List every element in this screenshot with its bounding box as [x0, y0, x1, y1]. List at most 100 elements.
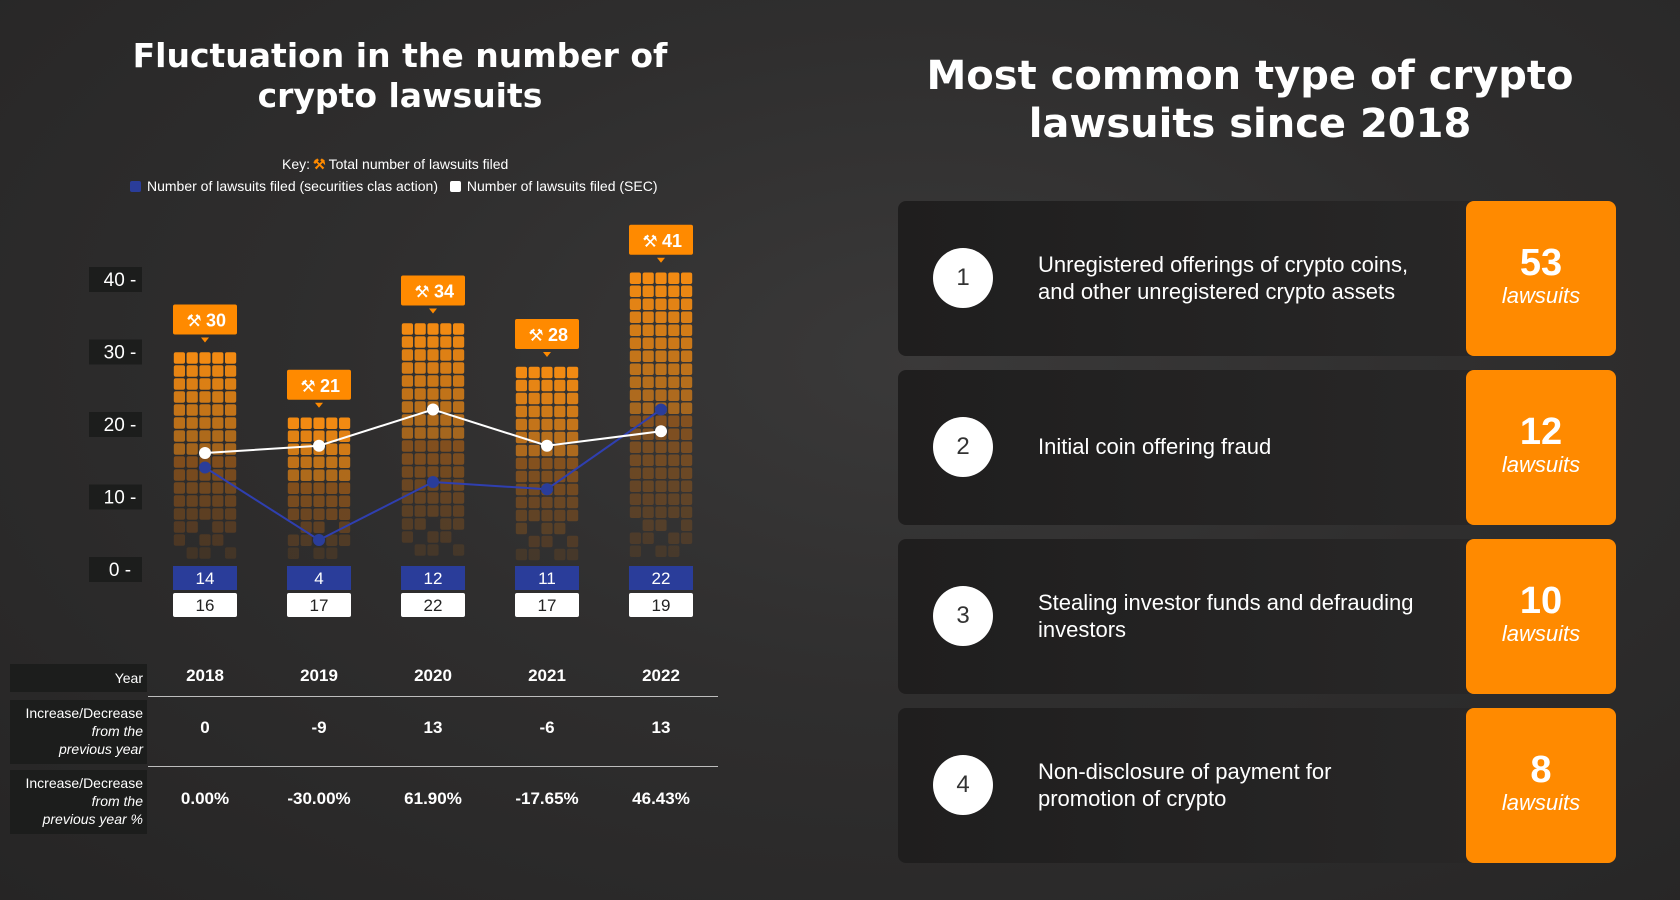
change-cell: 13	[651, 718, 671, 737]
bar-cell	[642, 324, 654, 336]
bar-cell	[642, 493, 654, 505]
bar-cell	[681, 272, 693, 284]
bar-cell	[326, 534, 338, 546]
lawsuit-type-text: Initial coin offering fraud	[1038, 433, 1448, 460]
bar-cell	[300, 417, 312, 429]
bar-cell	[655, 389, 667, 401]
bar-cell	[225, 417, 237, 429]
lawsuit-type-line1: Stealing investor funds and defrauding	[1038, 590, 1414, 615]
gavel-icon: ⚒	[642, 232, 657, 252]
bar-cell	[668, 493, 680, 505]
bar-cell	[453, 427, 465, 439]
bar-cell	[427, 466, 439, 478]
bar-cell	[225, 495, 237, 507]
bar-cell	[541, 496, 553, 509]
bar-cell	[401, 518, 413, 530]
bar-cell	[186, 365, 198, 377]
securities-value-label: 22	[652, 569, 671, 588]
sec-value-box	[629, 593, 693, 617]
bar-cell	[681, 415, 693, 427]
bar-cell	[515, 405, 527, 418]
pct-label-line1: Increase/Decrease	[25, 775, 143, 791]
change-label-line2: from the	[91, 723, 143, 739]
bar-cell	[326, 417, 338, 429]
bar-cell	[427, 492, 439, 504]
callout-box	[173, 304, 237, 335]
legend-sec-label: Number of lawsuits filed (SEC)	[466, 178, 658, 194]
bar-cell	[440, 505, 452, 517]
bar-cell	[567, 366, 579, 379]
lawsuit-type-line1: Non-disclosure of payment for	[1038, 759, 1332, 784]
gavel-icon: ⚒	[186, 312, 201, 332]
bar-cell	[212, 378, 224, 390]
bar-cell	[528, 366, 540, 379]
bar-cell	[642, 428, 654, 440]
bar-cell	[199, 365, 211, 377]
bar-cell	[668, 402, 680, 414]
callout-pointer	[315, 402, 323, 408]
bar-cell	[401, 531, 413, 543]
bar-cell	[515, 444, 527, 457]
bar-cell	[173, 456, 185, 468]
bar-cell	[668, 376, 680, 388]
bar-cell	[567, 535, 579, 548]
bar-cell	[541, 366, 553, 379]
bar-cell	[414, 466, 426, 478]
bar-cell	[173, 534, 185, 546]
lawsuit-count-badge: 12 lawsuits	[1466, 370, 1616, 525]
bar-cell	[528, 535, 540, 548]
bar-cell	[212, 482, 224, 494]
bar-cell	[629, 337, 641, 349]
bar-cell	[642, 467, 654, 479]
bar-cell	[186, 443, 198, 455]
bar-cell	[440, 427, 452, 439]
bar-cell	[414, 440, 426, 452]
y-tick-label: 0 -	[109, 560, 131, 581]
gavel-icon: ⚒	[528, 326, 543, 346]
legend-blue-swatch	[130, 181, 141, 192]
bar-cell	[629, 402, 641, 414]
bar-cell	[401, 492, 413, 504]
lawsuit-count-badge: 8 lawsuits	[1466, 708, 1616, 863]
bar-cell	[326, 482, 338, 494]
bar-cell	[642, 519, 654, 531]
lawsuit-type-line2: and other unregistered crypto assets	[1038, 279, 1396, 304]
bar-cell	[401, 427, 413, 439]
y-tick-label: 10 -	[104, 488, 137, 509]
lawsuit-type-line2: investors	[1038, 617, 1127, 642]
bar-cell	[629, 480, 641, 492]
bar-cell	[528, 444, 540, 457]
total-value-label: 41	[662, 231, 682, 251]
sec-value-label: 17	[310, 596, 329, 615]
bar-cell	[567, 548, 579, 561]
bar-cell	[414, 414, 426, 426]
lawsuit-count: 12	[1519, 411, 1563, 453]
bar-cell	[453, 336, 465, 348]
lawsuit-type-card: 4 Non-disclosure of payment for promotio…	[898, 708, 1616, 863]
bar-cell	[554, 444, 566, 457]
y-tick-box	[89, 484, 142, 510]
bar-cell	[528, 548, 540, 561]
total-value-label: 34	[434, 282, 454, 302]
bar-cell	[173, 365, 185, 377]
bar-cell	[300, 508, 312, 520]
bar-cell	[186, 482, 198, 494]
bar-cell	[629, 454, 641, 466]
bar-cell	[642, 389, 654, 401]
bar-cell	[173, 417, 185, 429]
table-divider	[148, 696, 718, 697]
bar-cell	[401, 349, 413, 361]
lawsuit-type-card: 3 Stealing investor funds and defrauding…	[898, 539, 1616, 694]
y-tick-label: 20 -	[104, 415, 137, 436]
bar-cell	[629, 441, 641, 453]
bar-cell	[453, 466, 465, 478]
rank-circle: 4	[933, 755, 993, 815]
bar-cell	[212, 417, 224, 429]
bar-cell	[225, 443, 237, 455]
change-pct-cell: 46.43%	[632, 789, 690, 808]
bar-cell	[642, 285, 654, 297]
sec-value-label: 16	[196, 596, 215, 615]
bar-cell	[326, 443, 338, 455]
bar-cell	[629, 311, 641, 323]
total-callout: ⚒ 21	[287, 369, 351, 408]
